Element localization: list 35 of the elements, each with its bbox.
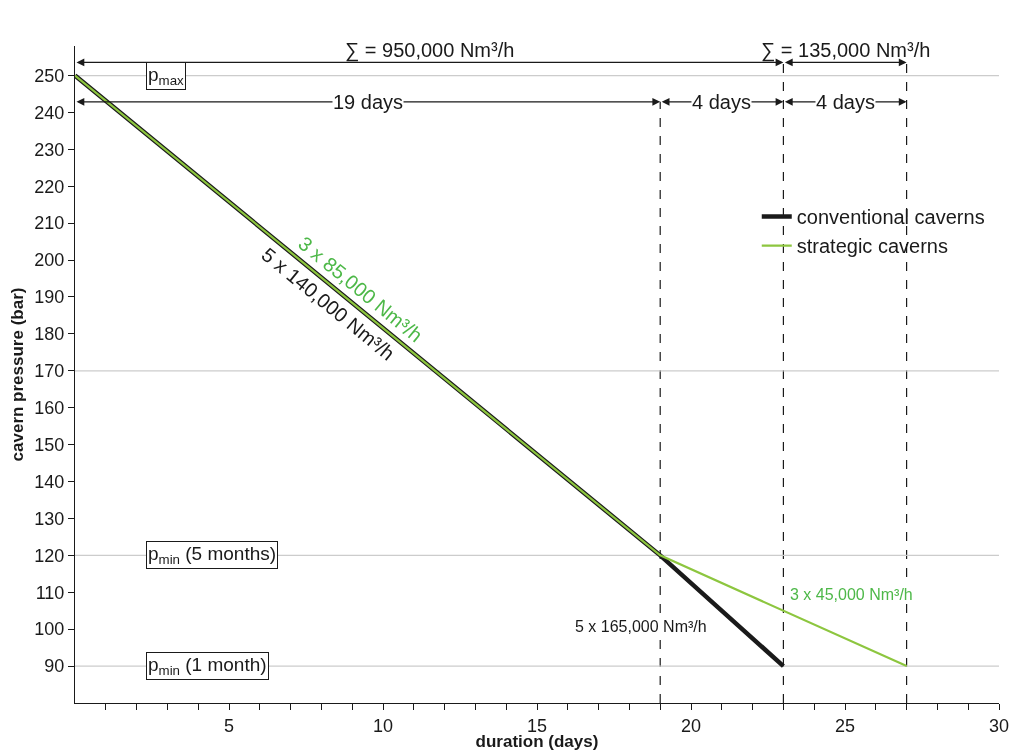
y-tick-label: 140	[34, 471, 65, 492]
y-axis-title: cavern pressure (bar)	[7, 287, 27, 462]
y-tick-label: 220	[34, 176, 65, 197]
ref-line-label: p$_{max}$	[148, 64, 185, 88]
annotation: 3 x 45,000 Nm³/h	[790, 586, 913, 603]
annotation: ∑ = 950,000 Nm³/h	[345, 39, 515, 62]
x-tick-label: 30	[988, 715, 1010, 736]
y-tick-label: 250	[34, 65, 65, 86]
legend-label: conventional caverns	[796, 206, 985, 229]
annotation: 4 days	[816, 91, 875, 113]
y-tick-label: 210	[34, 213, 65, 234]
y-tick-label: 180	[34, 324, 65, 345]
y-tick-label: 90	[44, 656, 65, 677]
legend-label: strategic caverns	[796, 235, 948, 258]
annotation: 4 days	[692, 91, 751, 113]
y-tick-label: 150	[34, 434, 65, 455]
annotation: 5 x 165,000 Nm³/h	[575, 618, 707, 635]
x-tick-label: 10	[372, 715, 394, 736]
y-tick-label: 130	[34, 508, 65, 529]
annotation: ∑ = 135,000 Nm³/h	[761, 39, 931, 62]
annotation: 19 days	[333, 91, 404, 113]
y-tick-label: 230	[34, 139, 65, 160]
x-tick-label: 20	[680, 715, 702, 736]
y-tick-label: 200	[34, 250, 65, 271]
y-tick-label: 120	[34, 545, 65, 566]
y-tick-label: 190	[34, 287, 65, 308]
y-tick-label: 100	[34, 619, 65, 640]
y-tick-label: 170	[34, 361, 65, 382]
y-tick-label: 240	[34, 102, 65, 123]
y-tick-label: 160	[34, 398, 65, 419]
y-tick-label: 110	[35, 582, 65, 603]
ref-line-label: p$_{min}$ (1 month)	[148, 654, 267, 678]
x-tick-label: 5	[223, 715, 235, 736]
ref-line-label: p$_{min}$ (5 months)	[148, 543, 277, 567]
x-tick-label: 25	[834, 715, 856, 736]
